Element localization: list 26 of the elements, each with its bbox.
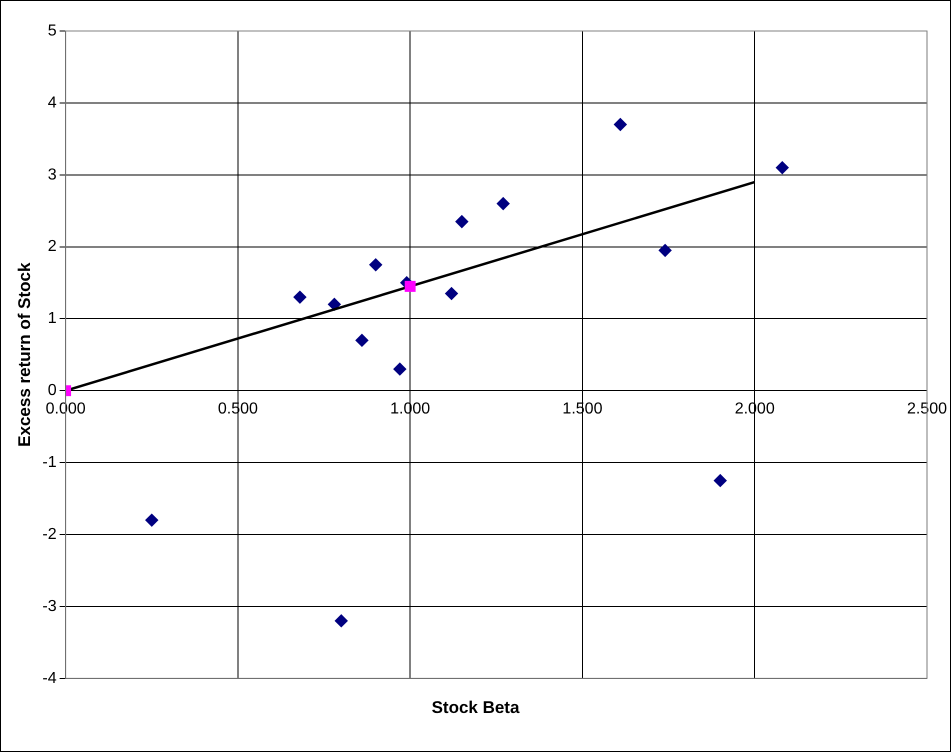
y-tick-label: 2 [48,238,57,256]
point [776,161,789,174]
point [334,614,348,628]
point [393,362,406,376]
y-tick-label: -3 [42,598,57,615]
y-axis-title: Excess return of Stock [14,262,34,447]
point [658,244,672,257]
y-tick-label: -1 [42,454,57,472]
y-tick-label: -4 [42,670,57,687]
x-tick-label: 2.500 [906,400,948,418]
point [455,215,468,228]
point [369,258,382,272]
y-tick-label: 1 [48,310,57,328]
point [293,290,306,304]
y-tick-label: 5 [48,22,57,40]
point [355,334,368,347]
y-tick-label: 0 [48,382,57,400]
point [145,514,158,527]
y-tick-label: 4 [48,94,57,112]
point [445,287,458,300]
point [496,197,510,210]
x-axis-title: Stock Beta [430,698,520,718]
y-tick-label: -2 [42,526,57,543]
y-tick-label: 3 [48,166,57,184]
point [714,474,727,488]
point [614,118,627,132]
